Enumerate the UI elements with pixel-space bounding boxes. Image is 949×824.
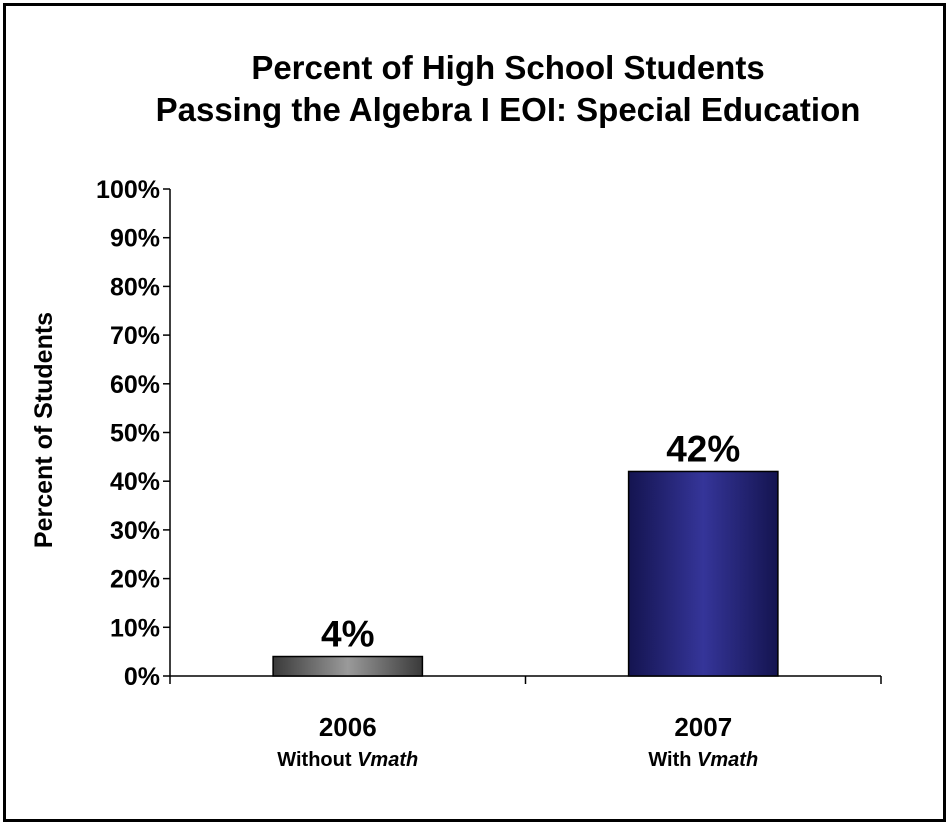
category-year-label: 2007	[674, 712, 732, 742]
category-sub-label: Without Vmath	[277, 749, 418, 771]
data-label-2007: 42%	[666, 428, 740, 469]
chart-title-line-1: Percent of High School Students	[251, 49, 764, 86]
chart-frame	[3, 3, 946, 822]
y-tick-label: 80%	[110, 273, 160, 301]
y-tick-label: 0%	[124, 663, 160, 691]
y-tick-label: 30%	[110, 517, 160, 545]
y-tick-label: 50%	[110, 420, 160, 448]
y-tick-label: 10%	[110, 614, 160, 642]
category-labels: 2006 Without Vmath 2007 With Vmath	[277, 712, 758, 771]
bars	[272, 470, 779, 677]
data-label-2006: 4%	[321, 614, 374, 655]
y-tick-label: 100%	[96, 176, 160, 204]
chart-title-line-2: Passing the Algebra I EOI: Special Educa…	[156, 91, 861, 128]
data-labels: 4% 42%	[321, 428, 740, 654]
y-tick-labels: 0% 10% 20% 30% 40% 50% 60% 70% 80% 90% 100%	[96, 176, 160, 691]
y-tick-label: 20%	[110, 566, 160, 594]
y-axis-label: Percent of Students	[30, 312, 58, 548]
category-year-label: 2006	[319, 712, 377, 742]
bar-2006	[272, 655, 424, 677]
y-tick-label: 90%	[110, 225, 160, 253]
y-tick-label: 40%	[110, 468, 160, 496]
bar-2007	[627, 470, 779, 677]
y-tick-label: 60%	[110, 371, 160, 399]
category-sub-label: With Vmath	[648, 749, 758, 771]
y-tick-label: 70%	[110, 322, 160, 350]
